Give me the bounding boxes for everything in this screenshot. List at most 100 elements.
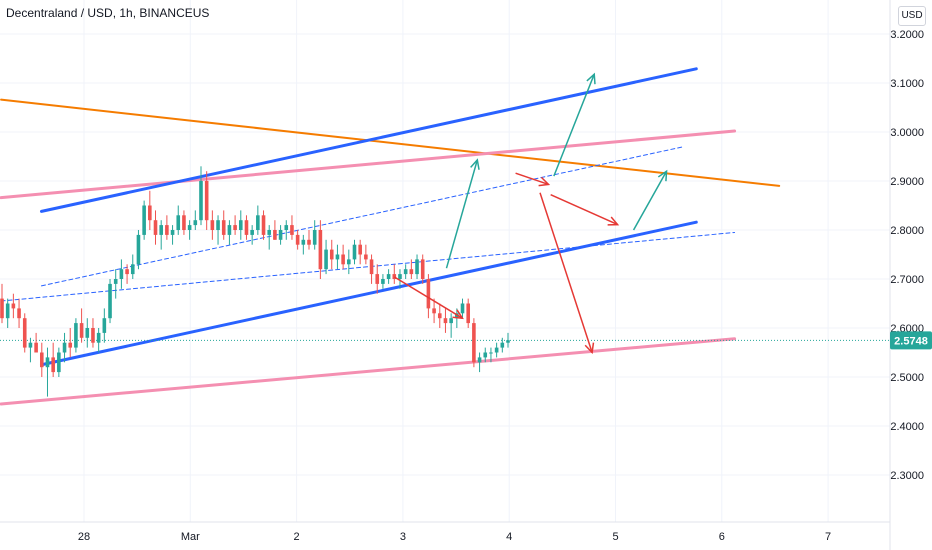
candle-body (347, 259, 351, 265)
red-arrow-head (607, 216, 620, 226)
pink-upper-line (0, 129, 737, 200)
candle-body (426, 279, 431, 309)
candle-body (261, 215, 266, 235)
red-arrow (394, 276, 463, 319)
x-tick-label: Mar (181, 531, 200, 543)
candle-body (256, 215, 260, 230)
candle-body (352, 244, 357, 260)
pink-lower-line (0, 337, 737, 406)
candle-body (381, 279, 385, 284)
candle-body (506, 340, 510, 343)
y-axis[interactable]: 3.20003.10003.00002.90002.80002.70002.60… (890, 29, 924, 482)
candle-body (466, 303, 471, 324)
candle-body (477, 357, 482, 363)
currency-button[interactable]: USD (898, 6, 926, 26)
candle-body (102, 318, 107, 333)
candle-body (301, 239, 306, 245)
candle-body (250, 230, 254, 235)
blue-dashed-lower (0, 231, 736, 302)
candle-body (11, 303, 16, 309)
candle-body (125, 269, 129, 275)
candle-body (148, 205, 152, 221)
price-tag-bg (890, 331, 932, 350)
y-tick-label: 2.9000 (890, 176, 924, 188)
candle-body (22, 318, 27, 348)
candle-body (307, 239, 311, 245)
red-arrow-head (538, 176, 551, 187)
y-tick-label: 2.4000 (890, 421, 924, 433)
candle-body (494, 347, 499, 353)
green-arrow-head (586, 72, 596, 85)
candle-body (420, 259, 425, 279)
candle-body (403, 269, 408, 275)
candle-body (204, 181, 209, 221)
orange-trendline (0, 98, 781, 187)
candle-body (210, 220, 215, 230)
candle-body (409, 269, 414, 275)
grid (0, 0, 890, 522)
candle-body (244, 220, 249, 235)
candle-body (165, 225, 169, 235)
candle-body (34, 342, 38, 353)
candle-body (341, 254, 345, 265)
candle-body (28, 342, 33, 348)
y-tick-label: 2.8000 (890, 225, 924, 237)
candle-body (295, 234, 300, 245)
candle-body (233, 225, 237, 230)
candle-body (45, 357, 50, 368)
annotation-arrows (394, 72, 668, 355)
blue-dashed-upper (40, 146, 685, 287)
candle-body (153, 220, 158, 235)
candle-body (85, 328, 90, 338)
price-tag-label: 2.5748 (894, 335, 928, 347)
chart-title: Decentraland / USD, 1h, BINANCEUS (6, 6, 210, 20)
candle-body (312, 230, 317, 245)
candle-body (216, 220, 220, 230)
candle-body (329, 249, 334, 260)
candle-body (79, 323, 84, 338)
candle-body (170, 230, 175, 235)
candle-body (364, 254, 368, 260)
x-axis[interactable]: 28 Mar 2 3 4 5 6 7 (78, 531, 831, 543)
candle-body (238, 220, 243, 230)
candle-body (39, 352, 44, 368)
green-arrow-head (470, 158, 480, 170)
x-tick-label: 6 (719, 531, 725, 543)
candle-body (273, 230, 277, 240)
candle-body (358, 244, 362, 255)
candle-body (130, 264, 135, 275)
candle-body (449, 318, 453, 324)
candle-body (500, 342, 505, 348)
last-price-tag: 2.5748 (890, 331, 932, 350)
x-tick-label: 28 (78, 531, 90, 543)
candle-body (119, 269, 124, 279)
candle-body (460, 303, 465, 314)
candle-body (176, 215, 181, 230)
candle-body (199, 181, 203, 221)
x-tick-label: 4 (506, 531, 512, 543)
candle-body (51, 357, 55, 373)
candle-body (324, 249, 328, 270)
green-arrow (445, 159, 479, 269)
candle-body (437, 313, 442, 319)
candle-body (278, 230, 283, 240)
candle-body (432, 308, 436, 314)
candle-body (182, 215, 186, 230)
candle-body (227, 225, 232, 235)
red-arrow-head (452, 309, 464, 320)
candle-body (108, 283, 112, 319)
candle-body (96, 332, 101, 343)
candle-body (17, 308, 21, 319)
y-tick-label: 3.1000 (890, 78, 924, 90)
candle-body (267, 230, 272, 235)
red-arrow (539, 192, 593, 353)
candle-body (386, 274, 391, 279)
candle-body (142, 205, 146, 235)
candle-body (483, 352, 488, 358)
candle-body (318, 230, 323, 270)
candle-body (187, 225, 192, 230)
x-tick-label: 3 (400, 531, 406, 543)
candles (0, 166, 510, 397)
candle-body (221, 220, 226, 235)
